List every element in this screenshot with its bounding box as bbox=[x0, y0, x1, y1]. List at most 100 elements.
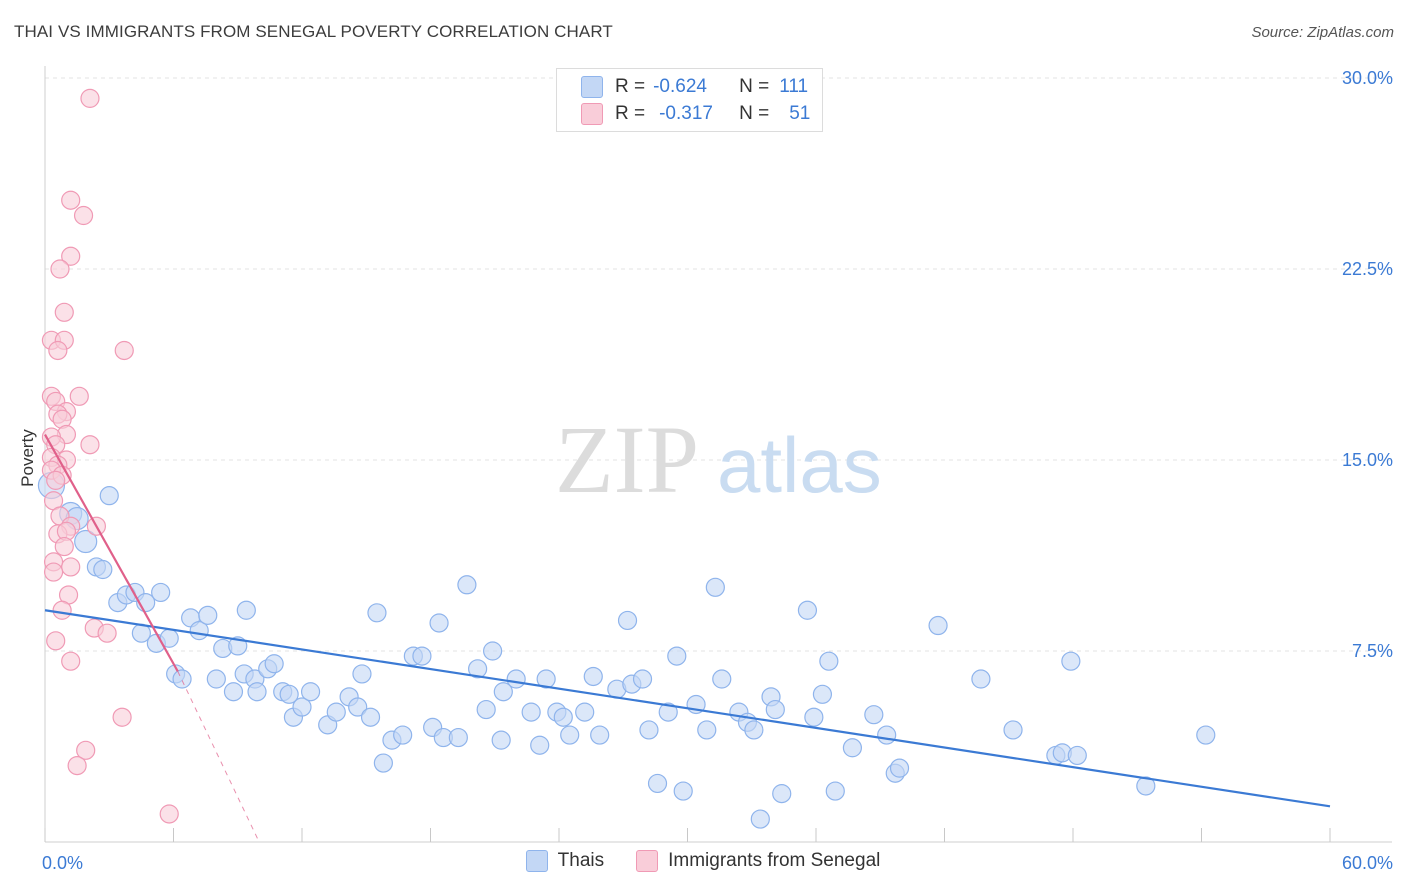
data-point bbox=[93, 559, 113, 580]
r-label: R = bbox=[615, 76, 646, 97]
x-tick-label: 60.0% bbox=[1342, 853, 1393, 873]
data-point bbox=[712, 669, 732, 689]
data-point bbox=[80, 88, 100, 108]
data-point bbox=[114, 340, 134, 361]
data-point bbox=[647, 773, 668, 794]
data-point bbox=[80, 435, 100, 455]
data-point bbox=[819, 651, 839, 671]
data-point bbox=[69, 386, 89, 406]
chart-title: THAI VS IMMIGRANTS FROM SENEGAL POVERTY … bbox=[14, 22, 613, 41]
data-point bbox=[206, 669, 226, 689]
y-tick-label: 15.0% bbox=[1342, 450, 1393, 470]
source-label: Source: ZipAtlas.com bbox=[1251, 24, 1394, 41]
stats-row-senegal: R = -0.317 N = 51 bbox=[581, 101, 810, 127]
thais-swatch bbox=[581, 76, 603, 98]
data-point bbox=[530, 735, 550, 755]
data-point bbox=[326, 702, 346, 722]
watermark: ZIP atlas bbox=[555, 406, 882, 513]
data-point bbox=[877, 725, 897, 745]
data-point bbox=[476, 699, 496, 720]
data-point bbox=[429, 613, 449, 633]
n-label: N = bbox=[739, 76, 770, 97]
data-point bbox=[1067, 745, 1087, 766]
data-point bbox=[247, 682, 267, 702]
data-point bbox=[198, 605, 218, 625]
senegal-swatch bbox=[581, 103, 603, 125]
data-point bbox=[617, 610, 638, 631]
data-point bbox=[560, 725, 580, 745]
data-point bbox=[797, 600, 818, 620]
data-point bbox=[812, 684, 833, 704]
data-point bbox=[658, 702, 678, 722]
data-point bbox=[61, 246, 81, 266]
data-point bbox=[744, 720, 764, 740]
data-point bbox=[842, 738, 863, 758]
data-point bbox=[61, 190, 81, 210]
data-point bbox=[889, 758, 910, 778]
data-point bbox=[772, 784, 792, 804]
grid-lines bbox=[45, 77, 1392, 652]
data-point bbox=[46, 470, 66, 490]
data-point bbox=[825, 781, 845, 801]
y-tick-label: 7.5% bbox=[1352, 641, 1393, 661]
data-point bbox=[46, 631, 66, 651]
tick-labels: 7.5% 15.0% 22.5% 30.0% 0.0% 60.0% Poverty bbox=[18, 68, 1393, 873]
data-point bbox=[483, 641, 503, 661]
y-tick-label: 30.0% bbox=[1342, 68, 1393, 88]
data-point bbox=[360, 707, 381, 727]
data-point bbox=[705, 577, 725, 597]
data-point bbox=[373, 753, 393, 773]
r-value: -0.624 bbox=[653, 76, 707, 97]
data-point bbox=[61, 651, 81, 671]
legend-label: Immigrants from Senegal bbox=[668, 850, 881, 871]
data-point bbox=[236, 600, 256, 620]
stats-row-thais: R = -0.624 N = 111 bbox=[581, 74, 808, 100]
data-point bbox=[493, 682, 513, 702]
data-point bbox=[639, 720, 659, 740]
trend-line-extension bbox=[177, 671, 260, 843]
data-point bbox=[223, 682, 244, 702]
data-point bbox=[583, 666, 603, 687]
data-point bbox=[765, 699, 785, 720]
legend-item-senegal[interactable]: Immigrants from Senegal bbox=[636, 850, 880, 872]
data-point bbox=[159, 804, 179, 824]
stats-legend: R = -0.624 N = 111 R = -0.317 N = 51 bbox=[556, 68, 823, 132]
data-point bbox=[279, 684, 299, 704]
x-tick-label: 0.0% bbox=[42, 853, 83, 873]
data-point bbox=[536, 669, 556, 689]
data-point bbox=[393, 725, 413, 745]
data-point bbox=[1196, 725, 1216, 745]
data-point bbox=[864, 705, 884, 725]
data-point bbox=[673, 781, 693, 801]
watermark-atlas: atlas bbox=[717, 421, 882, 509]
senegal-legend-swatch bbox=[636, 850, 659, 872]
data-point bbox=[54, 302, 74, 322]
data-point bbox=[1136, 776, 1156, 796]
data-point bbox=[50, 259, 70, 279]
data-point bbox=[76, 740, 96, 760]
series-senegal-points bbox=[41, 88, 179, 824]
data-point bbox=[292, 697, 312, 717]
data-point bbox=[43, 562, 64, 582]
n-value: 111 bbox=[779, 76, 809, 97]
data-point bbox=[73, 205, 94, 226]
data-point bbox=[264, 654, 284, 674]
data-point bbox=[590, 725, 610, 745]
r-value: -0.317 bbox=[659, 103, 713, 124]
data-point bbox=[412, 646, 432, 666]
data-point bbox=[457, 575, 477, 595]
data-point bbox=[352, 664, 372, 684]
legend-item-thais[interactable]: Thais bbox=[525, 850, 604, 872]
data-point bbox=[928, 615, 948, 636]
data-point bbox=[99, 486, 119, 506]
data-point bbox=[300, 682, 321, 702]
data-point bbox=[74, 529, 98, 554]
y-tick-label: 22.5% bbox=[1342, 259, 1393, 279]
data-point bbox=[52, 600, 72, 620]
bottom-legend: Thais Immigrants from Senegal bbox=[0, 850, 1406, 872]
data-point bbox=[54, 536, 74, 557]
data-point bbox=[67, 755, 87, 776]
data-point bbox=[553, 707, 573, 727]
trend-line bbox=[44, 433, 179, 672]
data-point bbox=[506, 669, 526, 689]
